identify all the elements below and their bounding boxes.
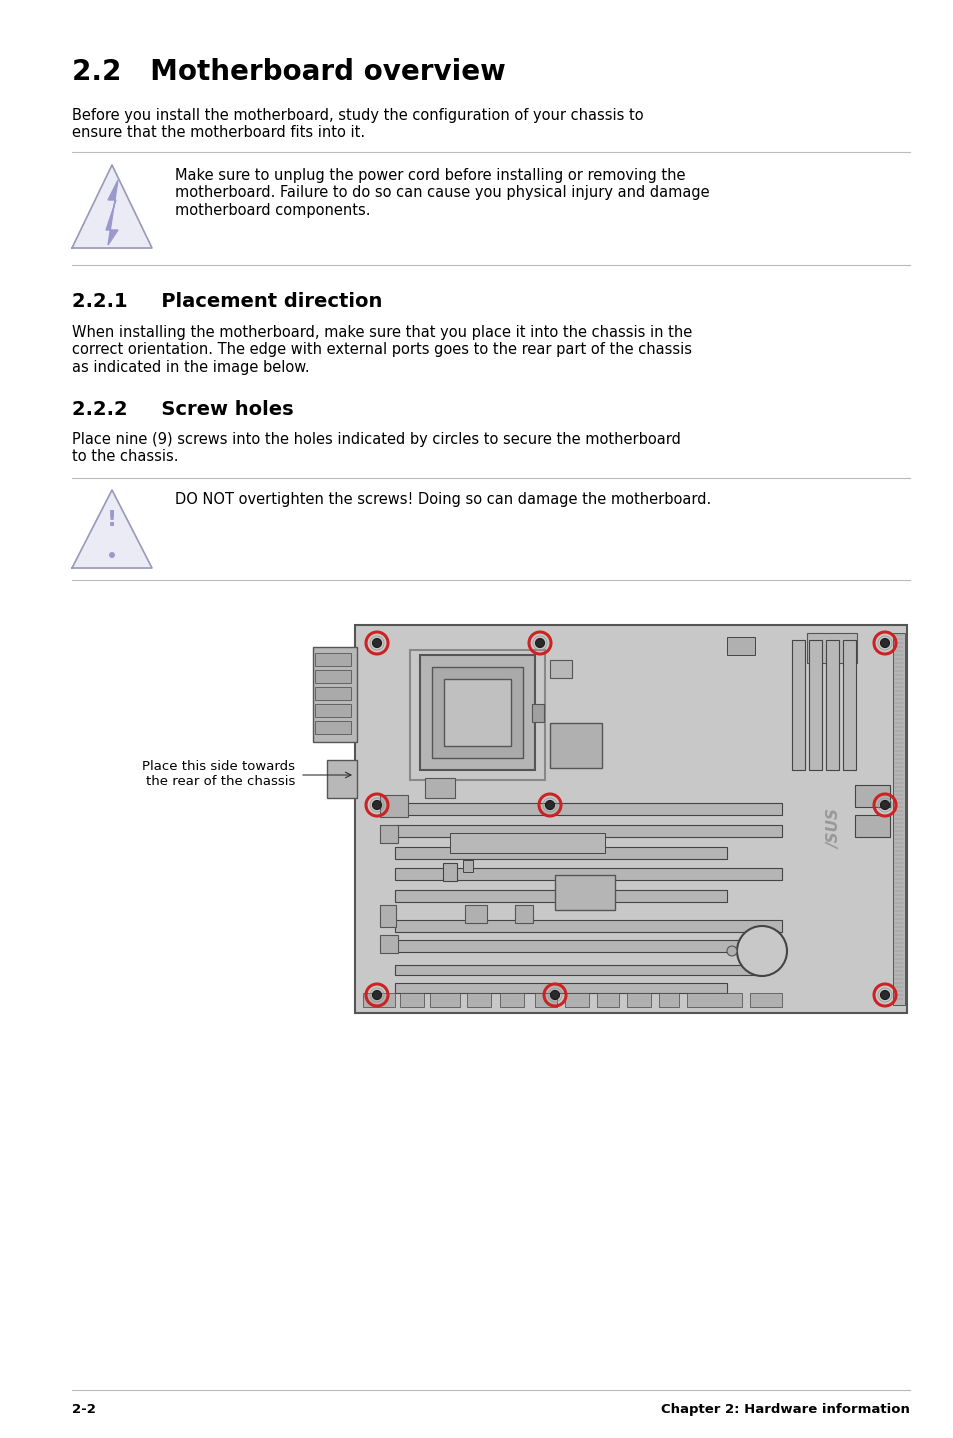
Bar xyxy=(399,994,423,1007)
Bar xyxy=(314,720,351,733)
Bar xyxy=(749,994,781,1007)
Bar xyxy=(395,890,726,902)
Bar xyxy=(379,905,395,928)
Text: Before you install the motherboard, study the configuration of your chassis to
e: Before you install the motherboard, stud… xyxy=(71,108,643,141)
Bar xyxy=(892,633,904,1005)
Text: Place nine (9) screws into the holes indicated by circles to secure the motherbo: Place nine (9) screws into the holes ind… xyxy=(71,431,680,464)
Bar xyxy=(825,640,838,769)
Bar xyxy=(379,825,397,843)
Text: 2-2: 2-2 xyxy=(71,1403,95,1416)
Bar xyxy=(395,847,726,858)
Bar xyxy=(424,778,455,798)
Bar xyxy=(395,920,781,932)
Bar xyxy=(535,994,557,1007)
Polygon shape xyxy=(71,490,152,568)
Circle shape xyxy=(880,801,888,810)
Bar xyxy=(363,994,395,1007)
Circle shape xyxy=(372,638,381,647)
Bar xyxy=(450,833,604,853)
Bar xyxy=(432,667,522,758)
Circle shape xyxy=(726,946,737,956)
Bar xyxy=(659,994,679,1007)
Bar xyxy=(395,825,781,837)
Bar xyxy=(395,965,757,975)
Bar xyxy=(550,660,572,677)
Polygon shape xyxy=(106,180,118,244)
Polygon shape xyxy=(71,165,152,247)
Bar xyxy=(564,994,588,1007)
Circle shape xyxy=(880,638,888,647)
Text: /SUS: /SUS xyxy=(826,810,841,848)
Circle shape xyxy=(545,801,554,810)
Bar xyxy=(379,795,408,817)
Bar xyxy=(410,650,544,779)
Bar xyxy=(419,654,535,769)
Bar xyxy=(314,653,351,666)
Text: Chapter 2: Hardware information: Chapter 2: Hardware information xyxy=(660,1403,909,1416)
Text: Place this side towards
the rear of the chassis: Place this side towards the rear of the … xyxy=(142,761,294,788)
Bar xyxy=(314,670,351,683)
Bar xyxy=(355,626,906,1012)
Bar xyxy=(442,863,456,881)
Bar xyxy=(555,874,615,910)
Bar xyxy=(395,984,726,994)
Circle shape xyxy=(880,991,888,999)
Bar xyxy=(806,633,856,663)
Circle shape xyxy=(550,991,558,999)
Bar xyxy=(626,994,650,1007)
Bar xyxy=(597,994,618,1007)
Bar xyxy=(515,905,533,923)
Bar xyxy=(395,869,781,880)
Bar xyxy=(379,935,397,953)
Text: DO NOT overtighten the screws! Doing so can damage the motherboard.: DO NOT overtighten the screws! Doing so … xyxy=(174,492,711,508)
Text: P5E3 DELUXE: P5E3 DELUXE xyxy=(485,837,574,850)
Bar xyxy=(532,705,543,722)
Bar xyxy=(499,994,523,1007)
Circle shape xyxy=(737,926,786,976)
Circle shape xyxy=(109,552,115,558)
Bar xyxy=(854,815,889,837)
Text: Make sure to unplug the power cord before installing or removing the
motherboard: Make sure to unplug the power cord befor… xyxy=(174,168,709,217)
Bar xyxy=(395,802,781,815)
Bar xyxy=(464,905,486,923)
Bar xyxy=(313,647,356,742)
Text: 2.2.1     Placement direction: 2.2.1 Placement direction xyxy=(71,292,382,311)
Bar xyxy=(467,994,491,1007)
Bar xyxy=(842,640,855,769)
Bar xyxy=(443,679,511,746)
Bar xyxy=(854,785,889,807)
Bar xyxy=(726,637,754,654)
Bar xyxy=(395,940,781,952)
Text: 2.2.2     Screw holes: 2.2.2 Screw holes xyxy=(71,400,294,418)
Circle shape xyxy=(372,801,381,810)
Text: !: ! xyxy=(107,510,117,531)
Bar xyxy=(314,705,351,718)
Bar xyxy=(314,687,351,700)
Bar xyxy=(462,860,473,871)
Bar xyxy=(327,761,356,798)
Circle shape xyxy=(535,638,544,647)
Bar xyxy=(430,994,459,1007)
Bar xyxy=(791,640,804,769)
Circle shape xyxy=(372,991,381,999)
Text: 2.2   Motherboard overview: 2.2 Motherboard overview xyxy=(71,58,505,86)
Bar xyxy=(686,994,741,1007)
Bar xyxy=(808,640,821,769)
Text: When installing the motherboard, make sure that you place it into the chassis in: When installing the motherboard, make su… xyxy=(71,325,692,375)
Bar xyxy=(550,723,601,768)
